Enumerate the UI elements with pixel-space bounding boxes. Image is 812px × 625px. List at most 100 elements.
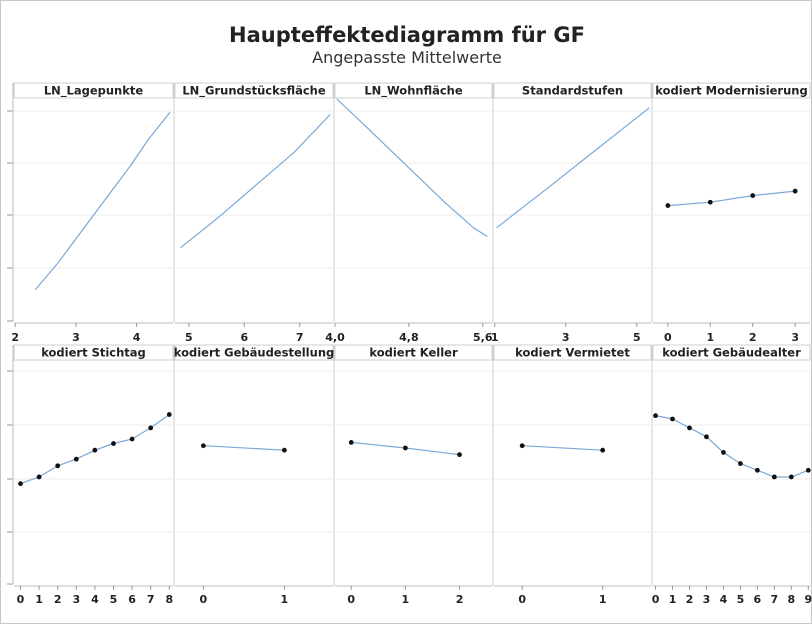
panel-header <box>13 344 174 361</box>
x-tick-label: 5 <box>110 593 118 606</box>
x-tick-label: 1 <box>402 593 410 606</box>
x-tick-label: 0 <box>347 593 355 606</box>
x-tick-label: 4,0 <box>325 331 345 344</box>
data-point <box>281 447 287 453</box>
panel-header <box>493 82 652 99</box>
data-point <box>18 481 23 487</box>
data-point <box>111 441 116 446</box>
x-tick-label: 0 <box>664 331 672 344</box>
x-tick-label: 8 <box>165 593 173 606</box>
series-line <box>496 107 650 229</box>
series-line <box>655 415 809 478</box>
data-point <box>457 452 462 458</box>
panel-title: Standardstufen <box>522 84 623 98</box>
data-point <box>200 443 206 449</box>
x-tick-label: 3 <box>72 331 80 344</box>
data-point <box>805 467 811 473</box>
data-point <box>600 447 606 453</box>
data-point <box>166 412 172 417</box>
x-tick-label: 2 <box>54 593 62 606</box>
data-point <box>73 456 79 462</box>
panel-header <box>334 344 493 361</box>
chart-subtitle: Angepasste Mittelwerte <box>312 48 502 67</box>
x-tick-label: 6 <box>754 593 762 606</box>
x-tick-label: 1 <box>491 331 499 344</box>
data-point <box>36 474 42 480</box>
x-tick-label: 3 <box>72 593 80 606</box>
chart-title: Haupteffektediagramm für GF <box>229 23 585 47</box>
panel-header <box>652 82 811 99</box>
x-tick-label: 1 <box>599 593 607 606</box>
x-tick-label: 0 <box>17 593 25 606</box>
data-point <box>55 463 61 469</box>
x-tick-label: 6 <box>240 331 248 344</box>
x-tick-label: 7 <box>147 593 155 606</box>
panel-title: kodiert Modernisierung <box>655 84 807 98</box>
x-tick-label: 7 <box>296 331 304 344</box>
x-tick-label: 3 <box>703 593 711 606</box>
series-line <box>180 114 331 249</box>
series-line <box>203 445 285 451</box>
panel-title: kodiert Gebäudestellung <box>174 346 334 360</box>
x-tick-label: 1 <box>35 593 43 606</box>
series-line <box>667 190 796 207</box>
x-tick-label: 1 <box>669 593 677 606</box>
x-tick-label: 5 <box>185 331 193 344</box>
data-point <box>653 413 658 419</box>
series-line <box>34 111 171 291</box>
data-point <box>750 193 756 198</box>
x-tick-label: 5,6 <box>473 331 493 344</box>
x-tick-label: 8 <box>788 593 796 606</box>
panel-title: kodiert Stichtag <box>41 346 146 360</box>
data-point <box>665 203 671 208</box>
x-tick-label: 4 <box>133 331 141 344</box>
x-tick-label: 0 <box>200 593 208 606</box>
x-tick-label: 4 <box>91 593 99 606</box>
panel-title: kodiert Keller <box>369 346 458 360</box>
panel-header <box>652 344 811 361</box>
x-tick-label: 9 <box>804 593 812 606</box>
data-point <box>402 445 408 451</box>
panel-header <box>174 344 334 361</box>
data-point <box>148 425 154 431</box>
x-tick-label: 0 <box>518 593 526 606</box>
data-point <box>519 443 525 449</box>
data-point <box>707 199 713 205</box>
panel-title: kodiert Gebäudealter <box>662 346 801 360</box>
data-point <box>670 416 675 422</box>
panel-header <box>334 82 493 99</box>
data-point <box>754 467 760 473</box>
x-tick-label: 7 <box>771 593 779 606</box>
x-tick-label: 4,8 <box>399 331 419 344</box>
data-point <box>792 188 798 194</box>
data-point <box>721 450 726 455</box>
data-point <box>687 425 692 431</box>
x-tick-label: 3 <box>791 331 799 344</box>
x-tick-label: 6 <box>128 593 136 606</box>
x-tick-label: 5 <box>737 593 745 606</box>
data-point <box>704 434 709 440</box>
x-tick-label: 4 <box>720 593 728 606</box>
panel-header <box>174 82 334 99</box>
panel-title: kodiert Vermietet <box>515 346 630 360</box>
x-tick-label: 2 <box>686 593 694 606</box>
series-line <box>522 445 603 451</box>
data-point <box>348 439 354 445</box>
panel-title: LN_Grundstücksfläche <box>182 84 326 99</box>
series-line <box>336 98 488 238</box>
x-tick-label: 2 <box>456 593 464 606</box>
data-point <box>788 474 794 480</box>
x-tick-label: 0 <box>652 593 660 606</box>
data-point <box>129 436 135 442</box>
x-tick-label: 5 <box>633 331 641 344</box>
data-point <box>92 447 98 453</box>
panel-header <box>493 344 652 361</box>
x-tick-label: 1 <box>706 331 714 344</box>
x-tick-label: 1 <box>281 593 289 606</box>
x-tick-label: 2 <box>11 331 19 344</box>
x-tick-label: 2 <box>749 331 757 344</box>
data-point <box>771 474 777 480</box>
x-tick-label: 3 <box>562 331 570 344</box>
